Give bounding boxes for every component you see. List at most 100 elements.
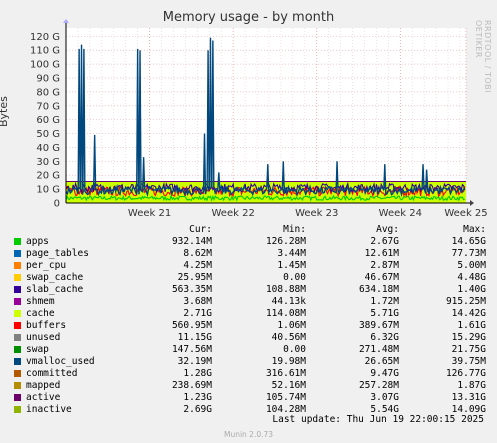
y-tick-label: 60 G (36, 115, 60, 126)
y-tick-label: 110 G (30, 46, 60, 57)
legend-cur: 147.56M (171, 344, 212, 355)
legend-name: shmem (26, 296, 55, 307)
legend-row-unused: unused 11.15G 40.56M 6.32G 15.29G (14, 332, 486, 344)
legend-header-max: Max: (463, 224, 486, 235)
y-tick-label: 20 G (36, 171, 60, 182)
legend-min: 1.06M (277, 320, 306, 331)
legend-avg: 271.48M (358, 344, 399, 355)
legend-name: page_tables (26, 248, 89, 259)
legend-row-inactive: inactive 2.69G 104.28M 5.54G 14.09G (14, 404, 486, 416)
legend-min: 1.45M (277, 260, 306, 271)
legend-swatch (14, 370, 21, 377)
legend-avg: 6.32G (370, 332, 399, 343)
legend-swatch (14, 394, 21, 401)
legend-max: 1.61G (457, 320, 486, 331)
legend-max: 5.00M (457, 260, 486, 271)
legend-cur: 11.15G (177, 332, 212, 343)
legend-cur: 8.62M (183, 248, 212, 259)
legend-cur: 2.71G (183, 308, 212, 319)
legend-avg: 9.47G (370, 368, 399, 379)
legend-swatch (14, 262, 21, 269)
y-axis-arrow (63, 19, 69, 23)
legend-name: slab_cache (26, 284, 84, 295)
legend-swatch (14, 322, 21, 329)
legend-name: active (26, 392, 61, 403)
x-tick-label: Week 22 (212, 208, 255, 219)
legend-max: 13.31G (451, 392, 486, 403)
legend-min: 0.00 (283, 344, 306, 355)
legend-header-min: Min: (283, 224, 306, 235)
legend-swatch (14, 346, 21, 353)
legend-cur: 560.95M (171, 320, 212, 331)
legend-cur: 1.28G (183, 368, 212, 379)
legend-name: unused (26, 332, 61, 343)
legend-min: 126.28M (265, 236, 306, 247)
munin-version: Munin 2.0.73 (223, 430, 274, 439)
series-committed (65, 37, 465, 198)
legend-min: 3.44M (277, 248, 306, 259)
y-tick-label: 100 G (30, 60, 60, 71)
series-cache (65, 194, 466, 202)
legend-header: Cur: Min: Avg: Max: (14, 224, 486, 236)
x-tick-label: Week 21 (128, 208, 171, 219)
legend-max: 14.09G (451, 404, 486, 415)
legend-swatch (14, 298, 21, 305)
legend-row-cache: cache 2.71G 114.08M 5.71G 14.42G (14, 308, 486, 320)
legend-min: 108.88M (265, 284, 306, 295)
legend-avg: 2.87M (370, 260, 399, 271)
legend-cur: 563.35M (171, 284, 212, 295)
rrdtool-watermark: RRDTOOL / TOBI OETIKER (474, 20, 492, 94)
y-tick-label: 70 G (36, 101, 60, 112)
legend-min: 114.08M (265, 308, 306, 319)
legend-header-cur: Cur: (189, 224, 212, 235)
legend-name: swap_cache (26, 272, 84, 283)
legend-max: 1.87G (457, 380, 486, 391)
legend-name: inactive (26, 404, 72, 415)
legend-row-per-cpu: per_cpu 4.25M 1.45M 2.87M 5.00M (14, 260, 486, 272)
legend-avg: 12.61M (364, 248, 399, 259)
legend-name: swap (26, 344, 49, 355)
chart-title: Memory usage - by month (162, 10, 335, 25)
legend-min: 104.28M (265, 404, 306, 415)
legend-avg: 389.67M (358, 320, 399, 331)
legend-row-buffers: buffers 560.95M 1.06M 389.67M 1.61G (14, 320, 486, 332)
legend-cur: 25.95M (177, 272, 212, 283)
legend-cur: 4.25M (183, 260, 212, 271)
chart-plot: 0 10 G 20 G 30 G 40 G 50 G 60 G 70 G 80 G 90 G 100… (30, 19, 488, 219)
legend-max: 126.77G (445, 368, 486, 379)
x-tick-label: Week 25 (444, 208, 487, 219)
legend-swatch (14, 382, 21, 389)
legend-row-active: active 1.23G 105.74M 3.07G 13.31G (14, 392, 486, 404)
legend-max: 15.29G (451, 332, 486, 343)
legend-name: per_cpu (26, 260, 67, 271)
legend-row-committed: committed 1.28G 316.61M 9.47G 126.77G (14, 368, 486, 380)
legend-swatch (14, 286, 21, 293)
legend-swatch (14, 250, 21, 257)
legend-name: mapped (26, 380, 61, 391)
legend-min: 0.00 (283, 272, 306, 283)
legend-avg: 634.18M (358, 284, 399, 295)
legend-swatch (14, 310, 21, 317)
legend-avg: 5.71G (370, 308, 399, 319)
legend-cur: 932.14M (171, 236, 212, 247)
x-tick-label: Week 23 (295, 208, 338, 219)
legend-row-swap: swap 147.56M 0.00 271.48M 21.75G (14, 344, 486, 356)
legend-avg: 46.67M (364, 272, 399, 283)
legend-min: 52.16M (271, 380, 306, 391)
last-update: Last update: Thu Jun 19 22:00:15 2025 (272, 414, 484, 425)
legend-row-swap-cache: swap_cache 25.95M 0.00 46.67M 4.48G (14, 272, 486, 284)
legend-row-page-tables: page_tables 8.62M 3.44M 12.61M 77.73M (14, 248, 486, 260)
legend-min: 19.98M (271, 356, 306, 367)
legend-cur: 2.69G (183, 404, 212, 415)
legend-swatch (14, 238, 21, 245)
x-tick-label: Week 24 (379, 208, 422, 219)
legend-max: 915.25M (445, 296, 486, 307)
y-tick-label: 40 G (36, 143, 60, 154)
legend-name: vmalloc_used (26, 356, 95, 367)
legend-row-apps: apps 932.14M 126.28M 2.67G 14.65G (14, 236, 486, 248)
y-tick-label: 10 G (36, 185, 60, 196)
legend-name: buffers (26, 320, 67, 331)
legend-swatch (14, 274, 21, 281)
legend-avg: 3.07G (370, 392, 399, 403)
